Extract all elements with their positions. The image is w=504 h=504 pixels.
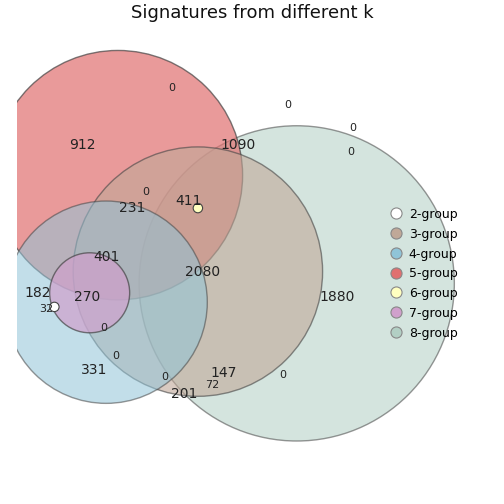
Text: 72: 72 (205, 380, 219, 390)
Legend: 2-group, 3-group, 4-group, 5-group, 6-group, 7-group, 8-group: 2-group, 3-group, 4-group, 5-group, 6-gr… (390, 208, 458, 340)
Text: 401: 401 (93, 250, 119, 265)
Text: 411: 411 (175, 194, 202, 208)
Text: 231: 231 (119, 201, 145, 215)
Text: 2080: 2080 (185, 265, 220, 279)
Text: 0: 0 (100, 323, 107, 333)
Text: 0: 0 (350, 123, 357, 133)
Text: 270: 270 (74, 290, 100, 304)
Circle shape (0, 50, 242, 300)
Text: 331: 331 (81, 363, 107, 377)
Circle shape (139, 125, 454, 441)
Text: 0: 0 (284, 100, 291, 109)
Text: 201: 201 (170, 387, 197, 401)
Circle shape (50, 302, 59, 311)
Text: 912: 912 (70, 138, 96, 152)
Circle shape (5, 201, 207, 403)
Circle shape (50, 253, 130, 333)
Text: 32: 32 (39, 304, 53, 314)
Text: 1090: 1090 (220, 138, 256, 152)
Circle shape (193, 204, 203, 213)
Text: 0: 0 (279, 370, 286, 380)
Text: 0: 0 (112, 351, 119, 361)
Text: 0: 0 (347, 147, 354, 157)
Text: 1880: 1880 (319, 290, 354, 304)
Text: 0: 0 (168, 83, 175, 93)
Text: 182: 182 (25, 286, 51, 300)
Text: 147: 147 (211, 366, 237, 380)
Title: Signatures from different k: Signatures from different k (131, 4, 373, 22)
Text: 0: 0 (143, 186, 150, 197)
Text: 0: 0 (161, 372, 168, 383)
Circle shape (73, 147, 323, 396)
